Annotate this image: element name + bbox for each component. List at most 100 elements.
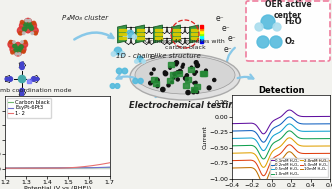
Bar bbox=[191, 87, 197, 92]
Circle shape bbox=[270, 36, 282, 48]
Circle shape bbox=[156, 85, 159, 88]
Bar bbox=[200, 40, 203, 43]
Bar bbox=[200, 38, 203, 40]
Carbon black bbox=[105, 167, 109, 169]
Carbon black bbox=[89, 167, 93, 169]
Circle shape bbox=[142, 60, 145, 63]
Circle shape bbox=[20, 88, 24, 93]
Circle shape bbox=[153, 68, 155, 71]
Bar bbox=[154, 37, 161, 39]
Circle shape bbox=[110, 84, 115, 88]
Bar bbox=[194, 84, 200, 89]
1⋅ 2 bbox=[59, 167, 63, 169]
Circle shape bbox=[117, 68, 122, 74]
Circle shape bbox=[126, 30, 134, 38]
Bar bbox=[191, 37, 198, 39]
Circle shape bbox=[14, 49, 18, 53]
Bar bbox=[200, 35, 203, 38]
Ellipse shape bbox=[135, 56, 235, 94]
Ellipse shape bbox=[130, 54, 240, 100]
Circle shape bbox=[149, 81, 152, 85]
Bar bbox=[191, 33, 198, 35]
Bar bbox=[200, 33, 203, 35]
Circle shape bbox=[32, 77, 36, 81]
Text: e⁻: e⁻ bbox=[224, 45, 232, 54]
Polygon shape bbox=[153, 25, 162, 43]
X-axis label: Potential (V vs (RHE)): Potential (V vs (RHE)) bbox=[24, 186, 91, 189]
Bar bbox=[201, 71, 207, 76]
Text: OER active
center: OER active center bbox=[265, 0, 311, 20]
Circle shape bbox=[9, 40, 12, 44]
Carbon black bbox=[3, 167, 7, 169]
Bar bbox=[136, 37, 143, 39]
Circle shape bbox=[192, 89, 195, 92]
Circle shape bbox=[169, 67, 171, 69]
Circle shape bbox=[15, 53, 18, 55]
Circle shape bbox=[171, 81, 173, 84]
Bar bbox=[136, 29, 143, 31]
Bar bbox=[154, 29, 161, 31]
Polygon shape bbox=[190, 25, 199, 43]
Text: e⁻: e⁻ bbox=[222, 24, 230, 33]
Circle shape bbox=[207, 86, 211, 90]
Circle shape bbox=[11, 51, 14, 54]
Circle shape bbox=[25, 19, 28, 22]
Bar bbox=[176, 71, 182, 76]
Bar bbox=[27, 79, 31, 83]
Circle shape bbox=[182, 63, 185, 66]
Circle shape bbox=[24, 18, 32, 26]
Circle shape bbox=[178, 69, 182, 74]
Text: e⁻: e⁻ bbox=[216, 14, 224, 23]
Bar bbox=[119, 37, 125, 39]
Circle shape bbox=[186, 79, 188, 81]
Bar bbox=[173, 37, 180, 39]
Circle shape bbox=[20, 22, 26, 29]
Text: H₂O: H₂O bbox=[284, 18, 302, 26]
Circle shape bbox=[36, 77, 39, 81]
Circle shape bbox=[32, 21, 36, 25]
Circle shape bbox=[213, 78, 216, 81]
EsyPt-6Pt3 bbox=[65, 167, 69, 169]
Legend: 0.1mM H₂O₂, 0.2mM H₂O₂, 0.5mM H₂O₂, 1.0mM H₂O₂, 2.0mM H₂O₂, 5.0mM H₂O₂, 10mM H₂O: 0.1mM H₂O₂, 0.2mM H₂O₂, 0.5mM H₂O₂, 1.0m… bbox=[270, 158, 328, 177]
1⋅ 2 bbox=[53, 167, 57, 169]
Bar bbox=[200, 30, 203, 33]
Circle shape bbox=[185, 74, 189, 77]
Bar bbox=[173, 29, 180, 31]
Circle shape bbox=[111, 52, 116, 56]
EsyPt-6Pt3 bbox=[105, 166, 109, 168]
Carbon black bbox=[65, 167, 69, 169]
Bar bbox=[153, 81, 159, 86]
Circle shape bbox=[34, 32, 38, 35]
Text: O₂: O₂ bbox=[285, 37, 296, 46]
Circle shape bbox=[31, 32, 34, 35]
FancyBboxPatch shape bbox=[246, 1, 330, 61]
1⋅ 2 bbox=[3, 167, 7, 169]
Circle shape bbox=[20, 93, 24, 96]
Line: EsyPt-6Pt3: EsyPt-6Pt3 bbox=[5, 167, 110, 168]
Circle shape bbox=[176, 78, 179, 81]
Bar bbox=[188, 67, 194, 72]
Circle shape bbox=[19, 45, 23, 49]
Circle shape bbox=[8, 77, 13, 81]
Text: Ni2-timb coordination mode: Ni2-timb coordination mode bbox=[0, 88, 71, 94]
Circle shape bbox=[181, 66, 184, 68]
Circle shape bbox=[175, 64, 178, 66]
Circle shape bbox=[20, 62, 24, 65]
Circle shape bbox=[173, 77, 175, 79]
EsyPt-6Pt3 bbox=[108, 166, 112, 168]
Bar bbox=[201, 71, 207, 76]
Circle shape bbox=[194, 81, 197, 84]
Circle shape bbox=[14, 49, 22, 56]
Circle shape bbox=[137, 56, 143, 62]
Circle shape bbox=[24, 40, 27, 44]
Circle shape bbox=[21, 41, 23, 43]
Circle shape bbox=[10, 46, 16, 52]
Circle shape bbox=[167, 84, 170, 87]
EsyPt-6Pt3 bbox=[53, 167, 57, 169]
Circle shape bbox=[161, 87, 165, 92]
Circle shape bbox=[273, 23, 281, 31]
Circle shape bbox=[23, 32, 25, 35]
Title: Detection: Detection bbox=[258, 86, 305, 95]
Circle shape bbox=[173, 72, 176, 76]
Circle shape bbox=[29, 26, 34, 30]
